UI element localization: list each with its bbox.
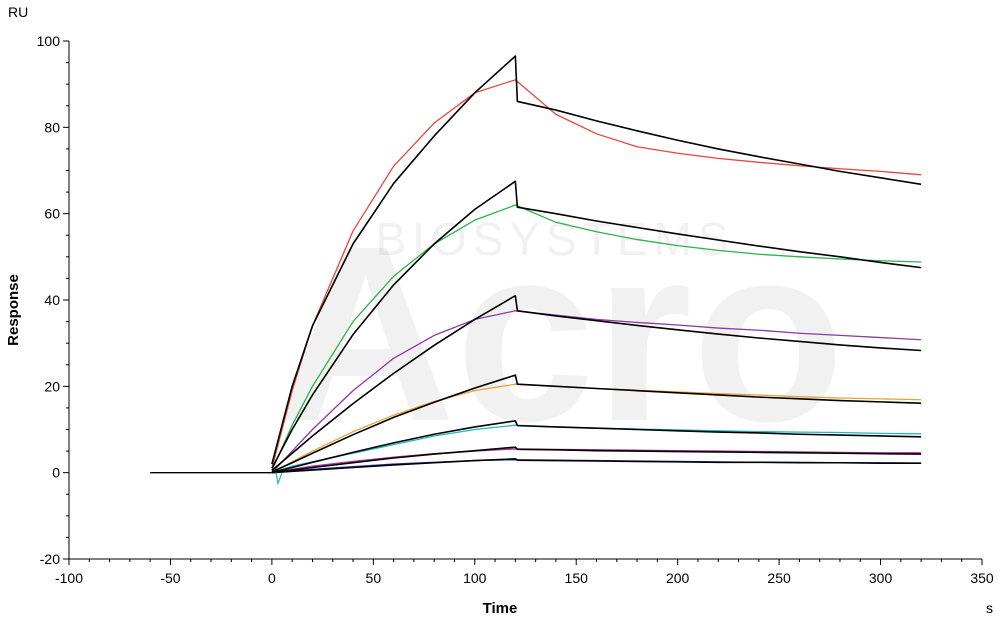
y-tick-label: 80	[44, 119, 60, 135]
measured-curve-4	[271, 310, 922, 474]
x-tick-label: 200	[666, 570, 690, 586]
injection-spike	[275, 472, 283, 486]
x-tick-label: 150	[565, 570, 589, 586]
fit-curve-13	[271, 458, 922, 474]
x-unit-label: s	[986, 600, 993, 616]
series-group	[150, 55, 922, 486]
x-axis-title: Time	[483, 600, 518, 617]
x-tick-label: 50	[366, 570, 382, 586]
watermark-subtitle: BIOSYSTEMS	[375, 213, 734, 265]
fit-curve-3	[271, 180, 922, 469]
measured-curve-2	[271, 204, 922, 471]
y-tick-label: 60	[44, 206, 60, 222]
x-tick-label: 0	[268, 570, 276, 586]
y-axis-title: Response	[5, 274, 22, 346]
x-tick-label: -100	[55, 570, 83, 586]
y-tick-label: 40	[44, 292, 60, 308]
y-tick-label: -20	[40, 551, 60, 567]
fit-curve-5	[271, 294, 922, 472]
axes: -20 0 20 40 60 80 100 -100 -50 0 50 100 150 200 250 300…	[37, 33, 994, 586]
y-tick-label: 0	[52, 465, 60, 481]
measured-curve-0	[271, 79, 922, 469]
x-tick-label: 100	[463, 570, 487, 586]
fit-curve-7	[271, 374, 922, 473]
x-tick-label: -50	[160, 570, 180, 586]
y-unit-label: RU	[8, 4, 28, 20]
x-tick-label: 250	[767, 570, 791, 586]
x-tick-label: 350	[970, 570, 994, 586]
x-tick-label: 300	[869, 570, 893, 586]
fit-curve-1	[271, 55, 922, 465]
fit-curve-11	[271, 446, 922, 474]
fit-curve-9	[271, 420, 922, 474]
y-tick-label: 20	[44, 378, 60, 394]
y-tick-label: 100	[37, 33, 61, 49]
